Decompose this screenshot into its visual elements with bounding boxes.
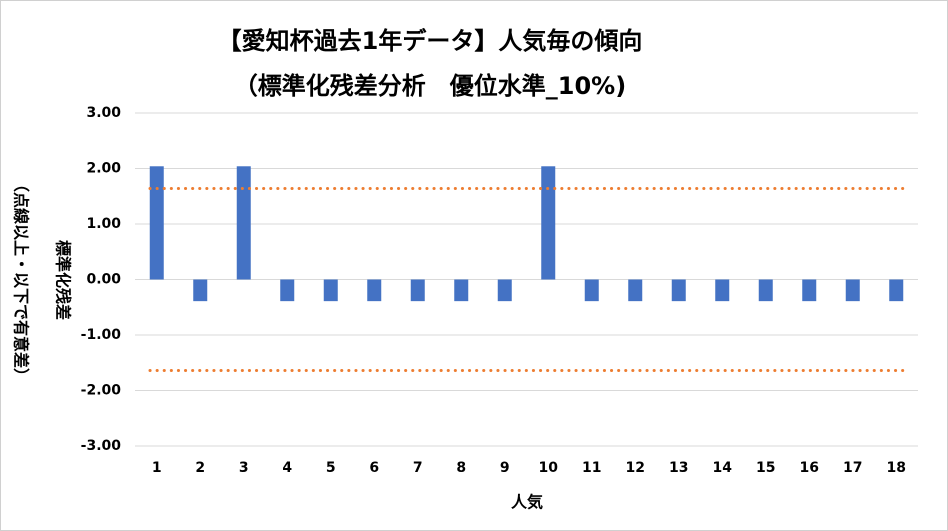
y-tick-label: -3.00 — [81, 438, 122, 454]
x-tick-label: 15 — [756, 460, 775, 476]
y-axis-label: （点線以上・以下で有意差） — [12, 176, 31, 384]
x-tick-label: 2 — [195, 460, 205, 476]
chart-title: 【愛知杯過去1年データ】人気毎の傾向 — [218, 27, 643, 55]
x-tick-label: 11 — [582, 460, 601, 476]
x-tick-label: 17 — [843, 460, 862, 476]
x-tick-label: 12 — [626, 460, 645, 476]
bar — [280, 279, 295, 302]
x-axis-label: 人気 — [511, 493, 543, 512]
x-tick-label: 5 — [326, 460, 336, 476]
y-tick-label: 1.00 — [86, 216, 121, 232]
bar — [454, 279, 469, 302]
x-tick-label: 14 — [713, 460, 733, 476]
bar — [497, 279, 512, 302]
bar — [671, 279, 686, 302]
bar — [758, 279, 773, 302]
bar — [236, 166, 251, 280]
x-tick-label: 8 — [456, 460, 466, 476]
bar — [628, 279, 643, 302]
x-tick-label: 10 — [539, 460, 559, 476]
bar — [410, 279, 425, 302]
x-tick-label: 9 — [500, 460, 510, 476]
y-tick-label: 0.00 — [86, 272, 121, 288]
x-tick-label: 16 — [800, 460, 819, 476]
bar — [802, 279, 817, 302]
bar — [541, 166, 556, 280]
bar — [323, 279, 338, 302]
y-tick-label: -2.00 — [81, 383, 122, 399]
y-tick-label: 2.00 — [86, 161, 121, 177]
x-tick-label: 18 — [887, 460, 906, 476]
bar — [845, 279, 860, 302]
bar — [715, 279, 730, 302]
bar — [149, 166, 164, 280]
y-axis-label: 標準化残差 — [54, 240, 73, 320]
bar — [584, 279, 599, 302]
y-tick-label: 3.00 — [86, 105, 121, 121]
bar — [193, 279, 208, 302]
y-tick-label: -1.00 — [81, 327, 122, 343]
chart-subtitle: （標準化残差分析 優位水準_10%) — [234, 72, 626, 100]
x-tick-label: 7 — [413, 460, 423, 476]
bar — [889, 279, 904, 302]
x-tick-label: 6 — [369, 460, 379, 476]
x-tick-label: 13 — [669, 460, 688, 476]
bar — [367, 279, 382, 302]
x-tick-label: 3 — [239, 460, 249, 476]
x-tick-label: 1 — [152, 460, 162, 476]
x-tick-label: 4 — [282, 460, 292, 476]
